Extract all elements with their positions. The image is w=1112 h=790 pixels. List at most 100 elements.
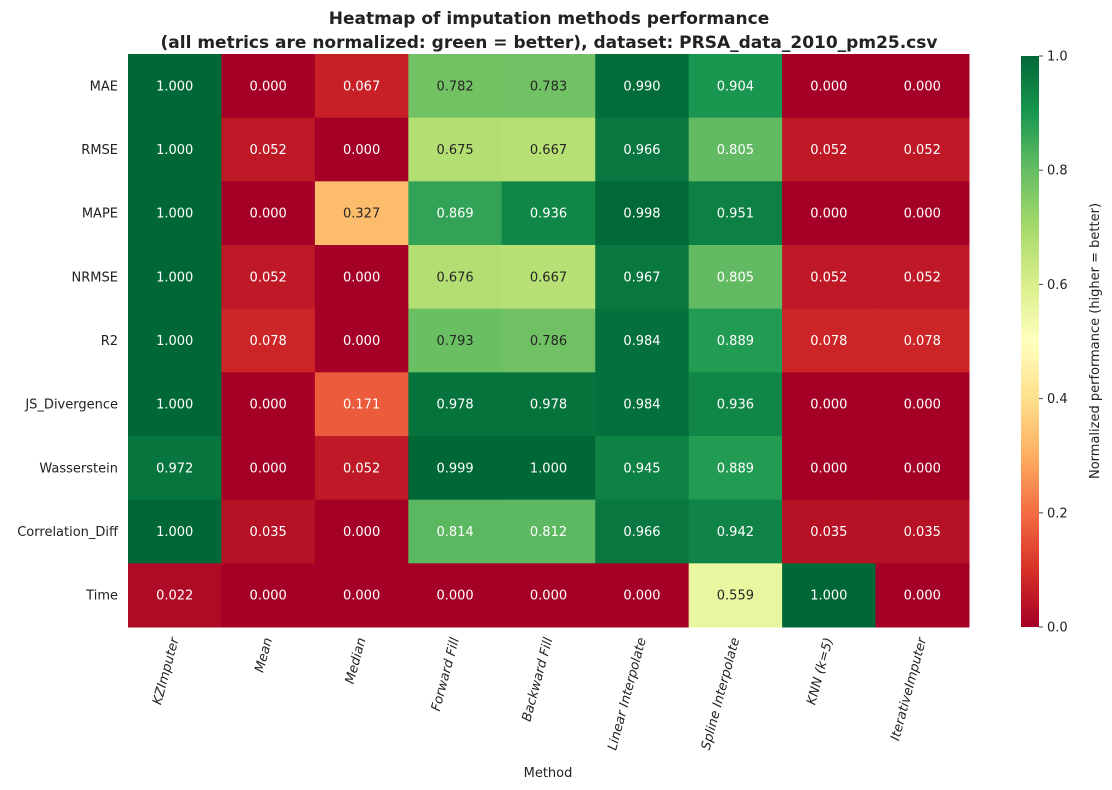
x-tick-label: Forward Fill (429, 636, 463, 713)
cell-value-label: 0.052 (343, 461, 380, 476)
chart-title-line2: (all metrics are normalized: green = bet… (161, 33, 938, 53)
heatmap-cell (501, 563, 596, 628)
cell-value-label: 0.889 (717, 334, 754, 349)
cell-value-label: 0.078 (250, 334, 287, 349)
cell-value-label: 0.676 (436, 270, 473, 285)
heatmap-cell (501, 181, 596, 246)
heatmap-cell (221, 54, 316, 119)
heatmap-cell (501, 54, 596, 119)
colorbar-tick-label: 0.4 (1047, 392, 1068, 407)
colorbar-tick-label: 0.6 (1047, 278, 1068, 293)
cell-value-label: 0.000 (904, 589, 941, 604)
cell-value-label: 0.000 (250, 207, 287, 222)
colorbar-tick-label: 1.0 (1047, 50, 1068, 65)
cell-value-label: 0.559 (717, 589, 754, 604)
cell-value-label: 0.035 (810, 525, 847, 540)
y-tick-label: MAE (90, 79, 118, 94)
heatmap-cell (595, 499, 690, 564)
cell-value-label: 0.052 (904, 143, 941, 158)
heatmap-cell (408, 372, 503, 437)
cell-value-label: 0.052 (904, 270, 941, 285)
heatmap-cell (875, 245, 970, 310)
colorbar-ticks: 0.0 0.2 0.4 0.6 0.8 1.0 (1039, 50, 1068, 636)
cell-value-label: 0.999 (436, 461, 473, 476)
heatmap-cell (595, 54, 690, 119)
cell-value-label: 0.000 (250, 398, 287, 413)
heatmap-cell (875, 308, 970, 373)
cell-value-label: 0.904 (717, 79, 754, 94)
y-tick-label: Wasserstein (39, 461, 118, 476)
colorbar-tick-label: 0.2 (1047, 506, 1068, 521)
heatmap-cell (688, 117, 783, 182)
y-tick-label: JS_Divergence (24, 398, 118, 413)
heatmap-cell (221, 181, 316, 246)
heatmap-cell (782, 54, 877, 119)
cell-value-label: 0.000 (250, 461, 287, 476)
cell-value-label: 0.945 (623, 461, 660, 476)
heatmap-cell (688, 499, 783, 564)
cell-value-label: 0.035 (904, 525, 941, 540)
heatmap-cell (688, 372, 783, 437)
cell-value-label: 0.936 (530, 207, 567, 222)
cell-value-label: 0.000 (904, 461, 941, 476)
heatmap-cell (595, 117, 690, 182)
heatmap-cell (408, 563, 503, 628)
cell-value-label: 0.067 (343, 79, 380, 94)
heatmap-cell (688, 54, 783, 119)
cell-value-label: 0.783 (530, 79, 567, 94)
cell-value-label: 1.000 (156, 270, 193, 285)
cell-value-label: 0.782 (436, 79, 473, 94)
heatmap-cell (221, 499, 316, 564)
colorbar-tick-label: 0.8 (1047, 164, 1068, 179)
cell-value-label: 0.000 (623, 589, 660, 604)
cell-value-label: 0.869 (436, 207, 473, 222)
cell-value-label: 0.936 (717, 398, 754, 413)
cell-value-label: 0.972 (156, 461, 193, 476)
heatmap-cell (501, 372, 596, 437)
cell-value-label: 0.000 (904, 79, 941, 94)
cell-value-label: 0.978 (436, 398, 473, 413)
heatmap-cell (782, 181, 877, 246)
cell-value-label: 0.978 (530, 398, 567, 413)
heatmap-cell (875, 436, 970, 501)
heatmap-cell (782, 245, 877, 310)
cell-value-label: 0.052 (810, 143, 847, 158)
heatmap-cell (128, 563, 222, 628)
cell-value-label: 0.000 (810, 461, 847, 476)
heatmap-cell (128, 54, 222, 119)
heatmap-cell (595, 563, 690, 628)
cell-value-label: 0.814 (436, 525, 473, 540)
x-axis-label: Method (524, 766, 573, 781)
cell-value-label: 0.951 (717, 207, 754, 222)
heatmap-cell (408, 181, 503, 246)
cell-value-label: 1.000 (156, 398, 193, 413)
cell-value-label: 0.052 (810, 270, 847, 285)
cell-value-label: 0.000 (436, 589, 473, 604)
heatmap-cell (128, 181, 222, 246)
cell-value-label: 0.000 (250, 589, 287, 604)
heatmap-cell (595, 308, 690, 373)
heatmap-cell (595, 372, 690, 437)
heatmap-cell (782, 436, 877, 501)
cell-value-label: 0.000 (904, 398, 941, 413)
heatmap-cell (314, 117, 409, 182)
heatmap-cell (782, 117, 877, 182)
heatmap-cell (314, 499, 409, 564)
cell-value-label: 0.984 (623, 398, 660, 413)
cell-value-label: 0.000 (810, 79, 847, 94)
cell-value-label: 0.035 (250, 525, 287, 540)
cell-value-label: 0.998 (623, 207, 660, 222)
heatmap-cell (408, 436, 503, 501)
cell-value-label: 0.812 (530, 525, 567, 540)
y-tick-labels: MAE RMSE MAPE NRMSE R2 JS_Divergence Wasserste… (17, 79, 119, 603)
cell-value-label: 0.000 (810, 398, 847, 413)
heatmap-cell (501, 117, 596, 182)
cell-value-label: 0.967 (623, 270, 660, 285)
chart-title-line1: Heatmap of imputation methods performanc… (329, 9, 769, 29)
colorbar-label: Normalized performance (higher = better) (1088, 203, 1103, 479)
heatmap-cell (128, 436, 222, 501)
cell-value-label: 1.000 (530, 461, 567, 476)
heatmap-cell (408, 308, 503, 373)
heatmap-cell (408, 499, 503, 564)
